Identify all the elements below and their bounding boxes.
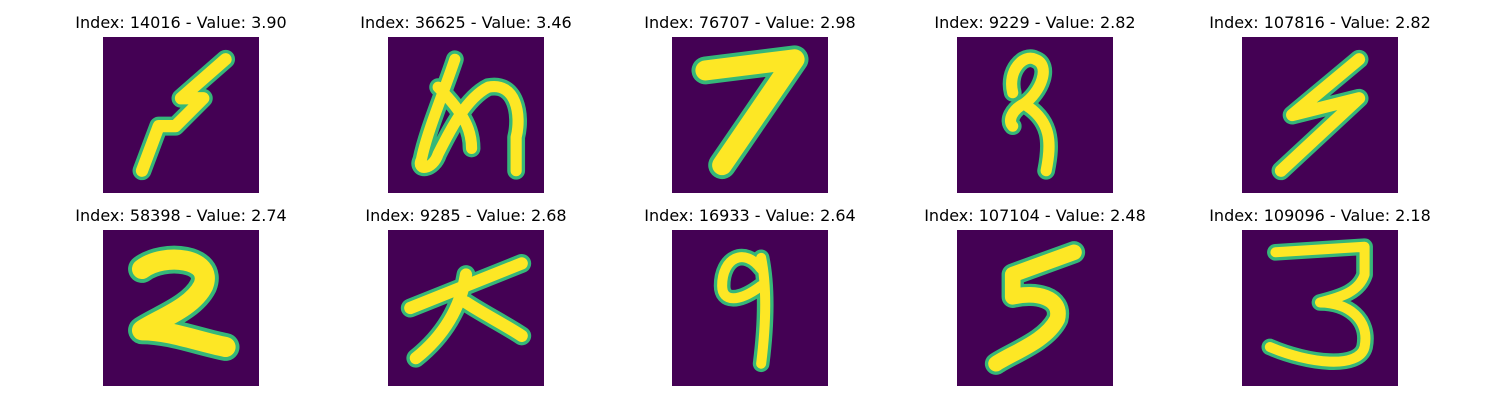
digit-image bbox=[103, 37, 259, 193]
digit-image bbox=[388, 230, 544, 386]
panel-title: Index: 16933 - Value: 2.64 bbox=[644, 206, 856, 225]
panel-title: Index: 9229 - Value: 2.82 bbox=[934, 13, 1136, 32]
panel-title: Index: 109096 - Value: 2.18 bbox=[1209, 206, 1431, 225]
panel-title: Index: 36625 - Value: 3.46 bbox=[360, 13, 572, 32]
panel-title: Index: 58398 - Value: 2.74 bbox=[75, 206, 287, 225]
digit-image bbox=[1242, 230, 1398, 386]
panel-title: Index: 14016 - Value: 3.90 bbox=[75, 13, 287, 32]
panel-title: Index: 107816 - Value: 2.82 bbox=[1209, 13, 1431, 32]
panel-title: Index: 9285 - Value: 2.68 bbox=[365, 206, 567, 225]
digit-image bbox=[1242, 37, 1398, 193]
digit-image bbox=[957, 230, 1113, 386]
digit-image bbox=[388, 37, 544, 193]
digit-image bbox=[957, 37, 1113, 193]
panel-title: Index: 107104 - Value: 2.48 bbox=[924, 206, 1146, 225]
panel-title: Index: 76707 - Value: 2.98 bbox=[644, 13, 856, 32]
digit-image bbox=[103, 230, 259, 386]
digit-image bbox=[672, 230, 828, 386]
digit-image bbox=[672, 37, 828, 193]
